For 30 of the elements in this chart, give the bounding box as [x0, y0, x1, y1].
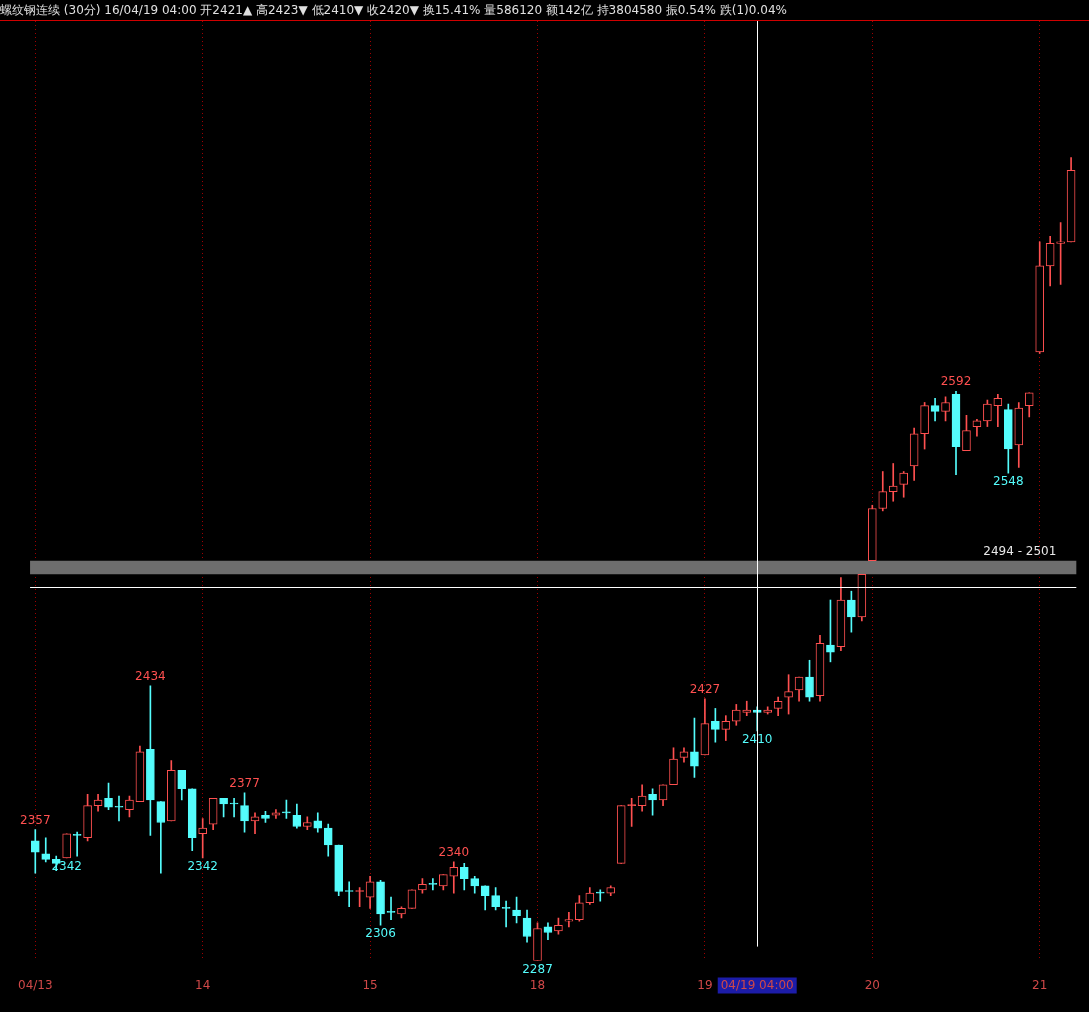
annotation: 2592 — [940, 374, 972, 389]
candlestick — [229, 798, 239, 818]
annotation: 2357 — [20, 812, 51, 827]
annotation: 2342 — [187, 858, 218, 873]
candlestick — [993, 394, 1003, 427]
candlestick — [595, 889, 605, 902]
band-label: 2494 - 2501 — [983, 543, 1057, 558]
candlestick — [428, 878, 438, 891]
annotation: 2427 — [689, 681, 721, 696]
chart-title: 螺纹钢连续 (30分) 16/04/19 04:00 开2421▲ 高2423▼ 低2410▼ 收2420▼ 换15.41% 量586120 额142亿 持3804580 振0.54% 跌(1)0.04% — [0, 0, 1089, 21]
candlestick — [114, 795, 124, 822]
candlestick — [198, 818, 208, 859]
annotation: 2377 — [229, 775, 260, 790]
candlestick — [742, 700, 752, 716]
annotation: 2434 — [135, 669, 166, 684]
x-tick-label: 18 — [529, 977, 546, 992]
annotation: 2306 — [365, 926, 396, 941]
x-tick-label: 19 — [697, 977, 713, 992]
x-tick-label: 15 — [362, 977, 378, 992]
annotation: 2548 — [993, 474, 1024, 489]
x-tick-label: 20 — [864, 977, 880, 992]
candlestick — [888, 463, 898, 502]
annotation: 2287 — [522, 961, 553, 976]
candlestick — [72, 831, 82, 857]
x-tick-label: 21 — [1032, 977, 1048, 992]
candlestick — [564, 912, 574, 928]
annotation: 2340 — [438, 844, 470, 859]
x-tick-label: 04/13 — [17, 977, 53, 992]
x-tick-label: 14 — [195, 977, 211, 992]
x-tick-label: 04/19 04:00 — [720, 977, 794, 992]
